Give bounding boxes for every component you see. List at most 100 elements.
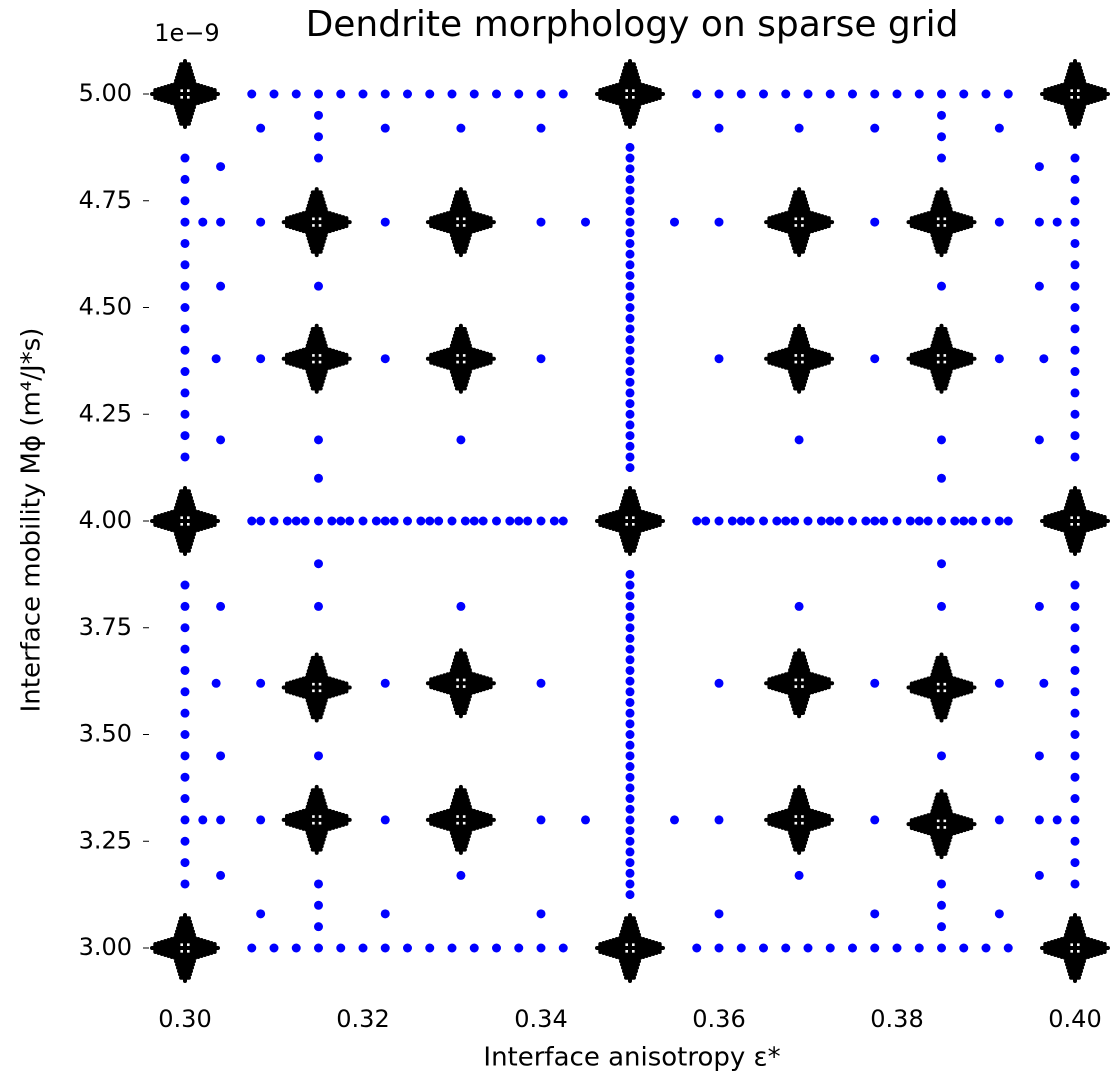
grid-point	[180, 324, 190, 334]
grid-point	[625, 730, 635, 739]
grid-point	[937, 110, 946, 120]
grid-point	[1070, 815, 1080, 825]
grid-point	[505, 516, 515, 526]
grid-point	[1070, 452, 1080, 462]
grid-point	[180, 303, 190, 312]
grid-point	[180, 879, 190, 889]
grid-point	[625, 420, 635, 430]
grid-point	[825, 943, 835, 953]
grid-point	[380, 217, 390, 227]
grid-point	[714, 678, 724, 688]
grid-point	[625, 228, 635, 238]
grid-point	[180, 772, 190, 782]
y-tick-label: 3.25	[79, 826, 132, 854]
grid-point	[625, 217, 635, 227]
grid-point	[1070, 644, 1080, 654]
grid-point	[625, 623, 635, 633]
grid-point	[314, 153, 323, 163]
dendrite-marker	[595, 486, 665, 556]
grid-point	[625, 665, 635, 675]
grid-point	[848, 943, 857, 953]
grid-point	[968, 516, 978, 526]
grid-point	[625, 697, 635, 707]
dendrite-marker	[595, 913, 665, 983]
grid-point	[180, 409, 190, 419]
grid-point	[870, 354, 880, 364]
grid-point	[314, 559, 323, 569]
dendrite-marker	[906, 187, 977, 258]
grid-point	[1070, 836, 1080, 846]
grid-point	[1070, 708, 1080, 718]
grid-point	[558, 89, 568, 99]
dendrite-marker	[281, 187, 352, 258]
grid-point	[1070, 623, 1080, 633]
grid-point	[180, 452, 190, 462]
grid-point	[625, 164, 635, 174]
grid-point	[625, 655, 635, 665]
grid-point	[581, 815, 590, 825]
grid-point	[994, 815, 1004, 825]
grid-point	[314, 900, 323, 910]
dendrite-marker	[281, 784, 352, 855]
grid-point	[759, 516, 768, 526]
grid-point	[536, 354, 546, 364]
grid-point	[180, 431, 190, 441]
y-tick-label: 3.75	[79, 613, 132, 641]
grid-point	[1039, 354, 1049, 364]
grid-point	[937, 473, 946, 483]
grid-point	[870, 909, 880, 919]
grid-point	[256, 354, 266, 364]
grid-point	[1070, 580, 1080, 590]
grid-point	[625, 174, 635, 184]
grid-point	[291, 516, 301, 526]
grid-point	[625, 431, 635, 441]
grid-point	[781, 516, 791, 526]
y-tick-label: 3.50	[79, 720, 132, 748]
grid-point	[625, 281, 635, 291]
grid-point	[625, 185, 635, 195]
grid-point	[1003, 516, 1013, 526]
grid-point	[314, 922, 323, 932]
grid-point	[772, 516, 782, 526]
grid-point	[625, 858, 635, 868]
grid-point	[425, 943, 435, 953]
grid-point	[670, 815, 679, 825]
grid-point	[625, 719, 635, 729]
grid-point	[781, 89, 791, 99]
grid-point	[536, 217, 546, 227]
grid-point	[180, 196, 190, 206]
grid-point	[336, 943, 346, 953]
dendrite-marker	[425, 187, 496, 258]
grid-point	[180, 751, 190, 761]
grid-point	[216, 281, 226, 291]
grid-point	[1070, 730, 1080, 739]
grid-point	[714, 516, 724, 526]
grid-point	[625, 345, 635, 355]
grid-point	[180, 794, 190, 804]
grid-point	[714, 217, 724, 227]
grid-point	[1070, 281, 1080, 291]
grid-point	[625, 153, 635, 163]
grid-point	[625, 206, 635, 216]
grid-point	[300, 516, 310, 526]
grid-point	[803, 89, 813, 99]
grid-point	[1034, 435, 1044, 445]
grid-point	[870, 678, 880, 688]
grid-point	[879, 516, 889, 526]
grid-point	[625, 270, 635, 280]
grid-point	[549, 516, 559, 526]
x-tick-label: 0.30	[158, 1005, 211, 1033]
grid-point	[1003, 943, 1013, 953]
y-tick-label: 4.75	[79, 186, 132, 214]
grid-point	[1070, 217, 1080, 227]
grid-point	[211, 678, 221, 688]
grid-point	[198, 217, 208, 227]
grid-point	[282, 516, 292, 526]
grid-point	[456, 435, 466, 445]
grid-point	[1034, 281, 1044, 291]
grid-point	[314, 89, 323, 99]
grid-point	[180, 687, 190, 697]
grid-point	[380, 815, 390, 825]
grid-point	[937, 153, 946, 163]
grid-point	[291, 89, 301, 99]
